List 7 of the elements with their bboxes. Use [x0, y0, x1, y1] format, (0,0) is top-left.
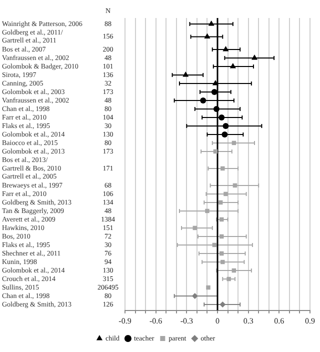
- x-tick-label: 0: [216, 316, 220, 326]
- x-tick-label: -0.6: [149, 316, 162, 326]
- x-tick-label: -0.3: [180, 316, 194, 326]
- x-tick-label: 0.6: [274, 316, 284, 326]
- x-tick-label: 0.3: [243, 316, 254, 326]
- x-tick-label: 0.9: [305, 316, 315, 326]
- x-tick-label: -0.9: [118, 316, 132, 326]
